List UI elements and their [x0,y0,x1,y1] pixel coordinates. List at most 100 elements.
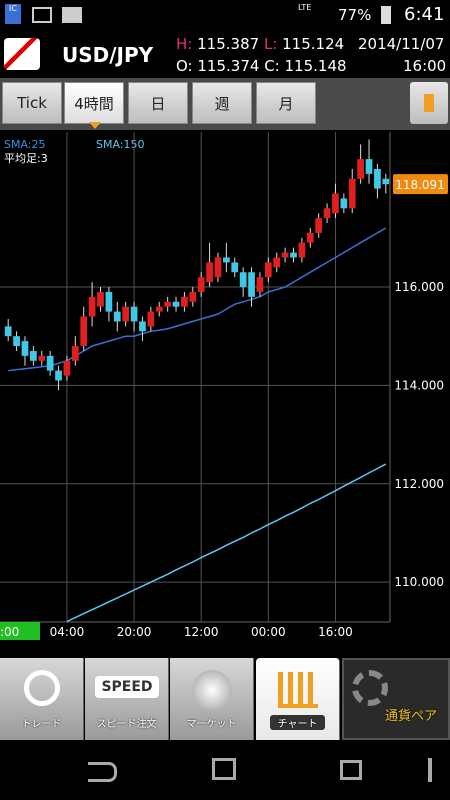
chart: SMA:25 SMA:150 平均足:3 110.000 112.000 114.0… [0,132,450,645]
candle-body [357,159,364,179]
home-button[interactable] [212,758,236,780]
label: L: [263,35,278,53]
nav-item[interactable]: 通貨ペア [342,658,450,740]
y-tick-label: 114.000 [394,378,444,392]
candle-body [97,291,104,307]
candle-body [323,208,331,219]
arrow-icon [424,94,434,112]
candle-body [38,355,46,361]
ic-icon: IC [5,4,21,24]
mail-icon [62,7,82,23]
tab[interactable]: 日 [128,82,188,124]
candle-body [88,296,96,317]
value: 115.148 [284,57,347,75]
recent-button[interactable] [340,760,362,780]
nav-label: チャート [270,715,325,730]
candle-body [382,178,390,185]
candle-body [290,252,297,258]
candle-body [21,341,29,356]
candle-body [332,193,339,214]
candle-body [256,277,264,292]
price-row-1: H: 115.387 L: 115.124 [176,35,344,53]
candle-body [80,316,88,347]
candle-body [306,232,314,243]
back-button[interactable] [88,762,117,782]
pair-name: USD/JPY [62,43,154,67]
candle-body [181,296,188,307]
clock: 6:41 [404,4,445,25]
candle-body [30,350,37,361]
nav-item[interactable]: マーケット [170,658,254,740]
candle-body [155,306,163,312]
battery-icon [381,6,391,24]
side-button[interactable] [410,82,448,124]
candle-body [189,291,197,302]
candle-body [365,159,373,174]
candle-body [374,168,381,189]
candle-body [164,301,171,307]
y-tick-label: 112.000 [394,477,444,491]
candle-body [4,326,12,337]
gear-icon [352,670,388,706]
candle-body [197,277,205,292]
chart-icon [278,672,318,708]
menu-button[interactable] [428,758,432,782]
candle-body [248,272,255,297]
candle-body [315,218,323,233]
trade-icon [24,670,60,706]
label: C: [264,57,280,75]
candle-body [281,252,289,258]
candle-body [223,257,230,263]
x-tick-label: 20:00 [117,625,152,639]
candle-body [298,242,306,258]
candle-body [55,370,62,381]
tab[interactable]: Tick [2,82,62,124]
value: 115.374 [197,57,260,75]
label: H: [176,35,193,53]
candle-body [231,262,239,273]
x-tick-label: 12:00 [184,625,219,639]
candle-body [206,262,213,283]
candle-body [340,198,348,209]
x-tick-label: 16:00 [318,625,353,639]
candle-body [113,311,121,322]
candle-body [214,257,222,278]
label: O: [176,57,193,75]
last-price-label: 118.091 [395,178,445,192]
nav-item-selected[interactable]: チャート [256,658,340,740]
tab[interactable]: 月 [256,82,316,124]
candle-body [139,321,146,332]
y-tick-label: 110.000 [394,575,444,589]
system-nav [0,740,450,800]
nav-label: 通貨ペア [384,709,437,724]
candle-body [71,346,79,361]
candle-body [105,291,113,312]
x-tick-label: 00:00 [251,625,286,639]
tab-selected[interactable]: 4時間 [64,82,124,124]
speed-icon: SPEED [95,676,159,698]
tab[interactable]: 週 [192,82,252,124]
x-tick-label: 04:00 [50,625,85,639]
status-bar: IC LTE 77% 6:41 [0,0,450,30]
nav-item[interactable]: トレード [0,658,84,740]
last-price-tag [393,174,448,195]
candle-body [172,301,180,307]
sma-line [8,227,387,372]
header: USD/JPY H: 115.387 L: 115.124 2014/11/07… [0,30,450,78]
nav-item[interactable]: SPEED スピード注文 [85,658,169,740]
price-row-2: O: 115.374 C: 115.148 [176,57,347,75]
candle-body [46,355,54,371]
y-tick-label: 116.000 [394,280,444,294]
sma-line [66,463,387,623]
x-label-highlight [0,622,40,640]
candle-body [13,336,20,347]
chart-note: 平均足:3 [4,152,48,165]
tab-indicator [89,122,101,129]
flag-icon [4,38,40,70]
value: 115.387 [197,35,260,53]
image-icon [32,7,52,23]
candle-body [239,272,247,288]
candle-body [147,311,155,327]
time: 16:00 [403,57,447,75]
